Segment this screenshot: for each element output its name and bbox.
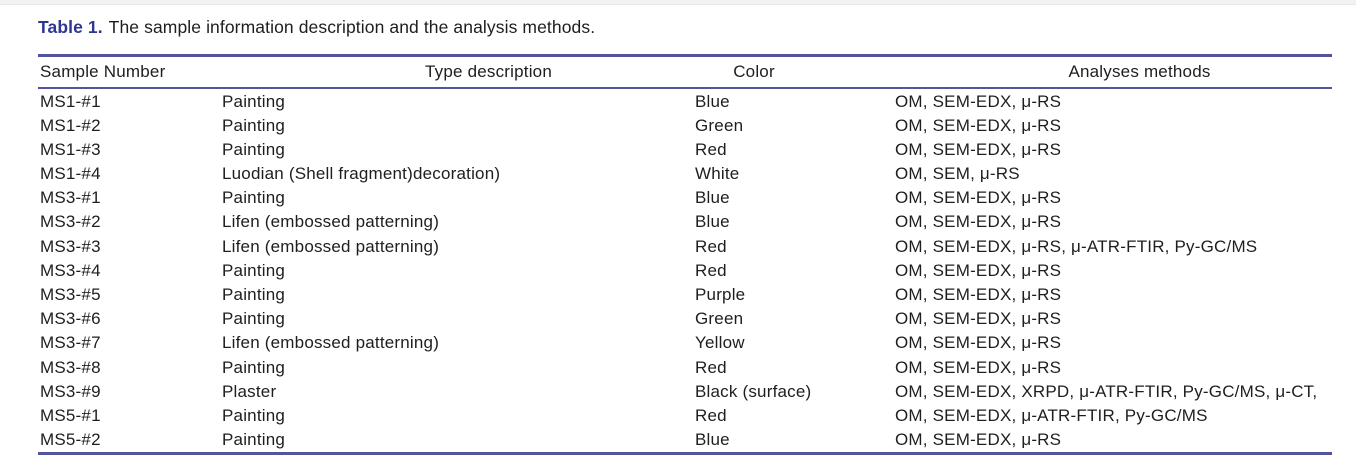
cell-sample-number: MS1-#1 — [40, 91, 101, 111]
cell-type-description: Painting — [222, 188, 286, 208]
table-caption-label: Table 1. — [38, 17, 103, 37]
cell-color: Yellow — [695, 333, 745, 353]
cell-type-description: Painting — [222, 285, 286, 304]
table-header-rule — [38, 86, 1332, 89]
cell-sample-number: MS3-#8 — [40, 357, 101, 377]
table-row: MS3-#5 Painting Purple OM, SEM-EDX, μ-RS — [38, 283, 1332, 307]
cell-type-description: Lifen (embossed patterning) — [222, 212, 440, 232]
table-header-row: Sample Number Type description Color Ana… — [38, 57, 1332, 87]
cell-color: Green — [695, 115, 744, 135]
cell-type-description: Luodian (Shell fragment)decoration) — [222, 164, 501, 184]
cell-type-description: Painting — [222, 91, 286, 111]
cell-color: Red — [695, 260, 727, 280]
table-row: MS1-#3 Painting Red OM, SEM-EDX, μ-RS — [38, 138, 1332, 162]
cell-type-description: Painting — [222, 405, 286, 425]
cell-sample-number: MS1-#2 — [40, 115, 101, 135]
cell-sample-number: MS3-#7 — [40, 333, 101, 353]
cell-color: Red — [695, 139, 727, 159]
table-row: MS3-#9 Plaster Black (surface) OM, SEM-EDX,… — [38, 380, 1332, 404]
cell-sample-number: MS3-#2 — [40, 212, 101, 232]
cell-analyses-methods: OM, SEM-EDX, μ-RS, μ-ATR-FTIR, Py-GC/MS — [895, 236, 1258, 256]
cell-sample-number: MS3-#4 — [40, 260, 101, 280]
column-header-analyses-methods: Analyses methods — [1068, 61, 1211, 81]
table-top-rule — [38, 54, 1332, 57]
cell-color: Red — [695, 236, 727, 256]
cell-analyses-methods: OM, SEM-EDX, μ-RS — [895, 333, 1062, 353]
cell-type-description: Painting — [222, 430, 286, 450]
cell-sample-number: MS3-#3 — [40, 236, 101, 256]
cell-analyses-methods: OM, SEM-EDX, μ-RS — [895, 260, 1062, 280]
table-body: MS1-#1 Painting Blue OM, SEM-EDX, μ-RS MS1-#… — [38, 89, 1332, 453]
table-row: MS1-#2 Painting Green OM, SEM-EDX, μ-RS — [38, 114, 1332, 138]
cell-analyses-methods: OM, SEM-EDX, μ-RS — [895, 309, 1062, 329]
cell-analyses-methods: OM, SEM-EDX, μ-RS — [895, 357, 1062, 377]
cell-analyses-methods: OM, SEM-EDX, μ-RS — [895, 212, 1062, 232]
cell-color: Blue — [695, 188, 730, 208]
cell-color: White — [695, 164, 740, 184]
cell-type-description: Painting — [222, 309, 286, 329]
cell-analyses-methods: OM, SEM-EDX, μ-RS — [895, 115, 1062, 135]
cell-color: Blue — [695, 91, 730, 111]
table-caption-text: The sample information description and t… — [108, 17, 596, 37]
table-row: MS3-#4 Painting Red OM, SEM-EDX, μ-RS — [38, 259, 1332, 283]
table-row: MS1-#4 Luodian (Shell fragment)decoration… — [38, 162, 1332, 186]
cell-sample-number: MS3-#9 — [40, 381, 101, 401]
cell-color: Blue — [695, 430, 730, 450]
cell-analyses-methods: OM, SEM-EDX, μ-RS — [895, 430, 1062, 450]
cell-analyses-methods: OM, SEM-EDX, μ-RS — [895, 91, 1062, 111]
cell-type-description: Painting — [222, 139, 286, 159]
cell-sample-number: MS5-#1 — [40, 405, 101, 425]
cell-analyses-methods: OM, SEM-EDX, μ-ATR-FTIR, Py-GC/MS — [895, 405, 1208, 425]
table-row: MS3-#8 Painting Red OM, SEM-EDX, μ-RS — [38, 356, 1332, 380]
cell-color: Green — [695, 309, 744, 329]
column-header-sample-number: Sample Number — [40, 61, 166, 81]
cell-analyses-methods: OM, SEM-EDX, μ-RS — [895, 139, 1062, 159]
cell-type-description: Lifen (embossed patterning) — [222, 236, 440, 256]
table-row: MS1-#1 Painting Blue OM, SEM-EDX, μ-RS — [38, 90, 1332, 114]
table-row: MS5-#2 Painting Blue OM, SEM-EDX, μ-RS — [38, 428, 1332, 452]
cell-analyses-methods: OM, SEM-EDX, XRPD, μ-ATR-FTIR, Py-GC/MS,… — [895, 381, 1318, 401]
cell-color: Purple — [695, 285, 746, 304]
cell-sample-number: MS3-#5 — [40, 285, 101, 304]
cell-color: Black (surface) — [695, 381, 812, 401]
cell-type-description: Painting — [222, 357, 286, 377]
cell-color: Blue — [695, 212, 730, 232]
cell-sample-number: MS5-#2 — [40, 430, 101, 450]
cell-analyses-methods: OM, SEM-EDX, μ-RS — [895, 188, 1062, 208]
column-header-type-description: Type description — [425, 61, 552, 81]
cell-type-description: Painting — [222, 115, 286, 135]
column-header-color: Color — [733, 61, 775, 81]
cell-color: Red — [695, 357, 727, 377]
table-row: MS3-#6 Painting Green OM, SEM-EDX, μ-RS — [38, 307, 1332, 331]
table-row: MS5-#1 Painting Red OM, SEM-EDX, μ-ATR-FTIR… — [38, 404, 1332, 428]
table-row: MS3-#7 Lifen (embossed patterning) Yellow O… — [38, 331, 1332, 355]
cell-sample-number: MS3-#6 — [40, 309, 101, 329]
table-caption: Table 1. The sample information descripti… — [38, 17, 1332, 38]
cell-analyses-methods: OM, SEM-EDX, μ-RS — [895, 285, 1062, 304]
table-row: MS3-#1 Painting Blue OM, SEM-EDX, μ-RS — [38, 186, 1332, 210]
table-row: MS3-#2 Lifen (embossed patterning) Blue OM,… — [38, 210, 1332, 234]
cell-type-description: Painting — [222, 260, 286, 280]
cell-type-description: Lifen (embossed patterning) — [222, 333, 440, 353]
cell-type-description: Plaster — [222, 381, 277, 401]
table-bottom-rule — [38, 452, 1332, 455]
cell-sample-number: MS1-#4 — [40, 164, 101, 184]
table-row: MS3-#3 Lifen (embossed patterning) Red OM, … — [38, 235, 1332, 259]
cell-analyses-methods: OM, SEM, μ-RS — [895, 164, 1020, 184]
cell-sample-number: MS3-#1 — [40, 188, 101, 208]
cell-color: Red — [695, 405, 727, 425]
cell-sample-number: MS1-#3 — [40, 139, 101, 159]
sample-information-table: Sample Number Type description Color Ana… — [38, 54, 1332, 455]
page-top-strip — [0, 0, 1356, 5]
